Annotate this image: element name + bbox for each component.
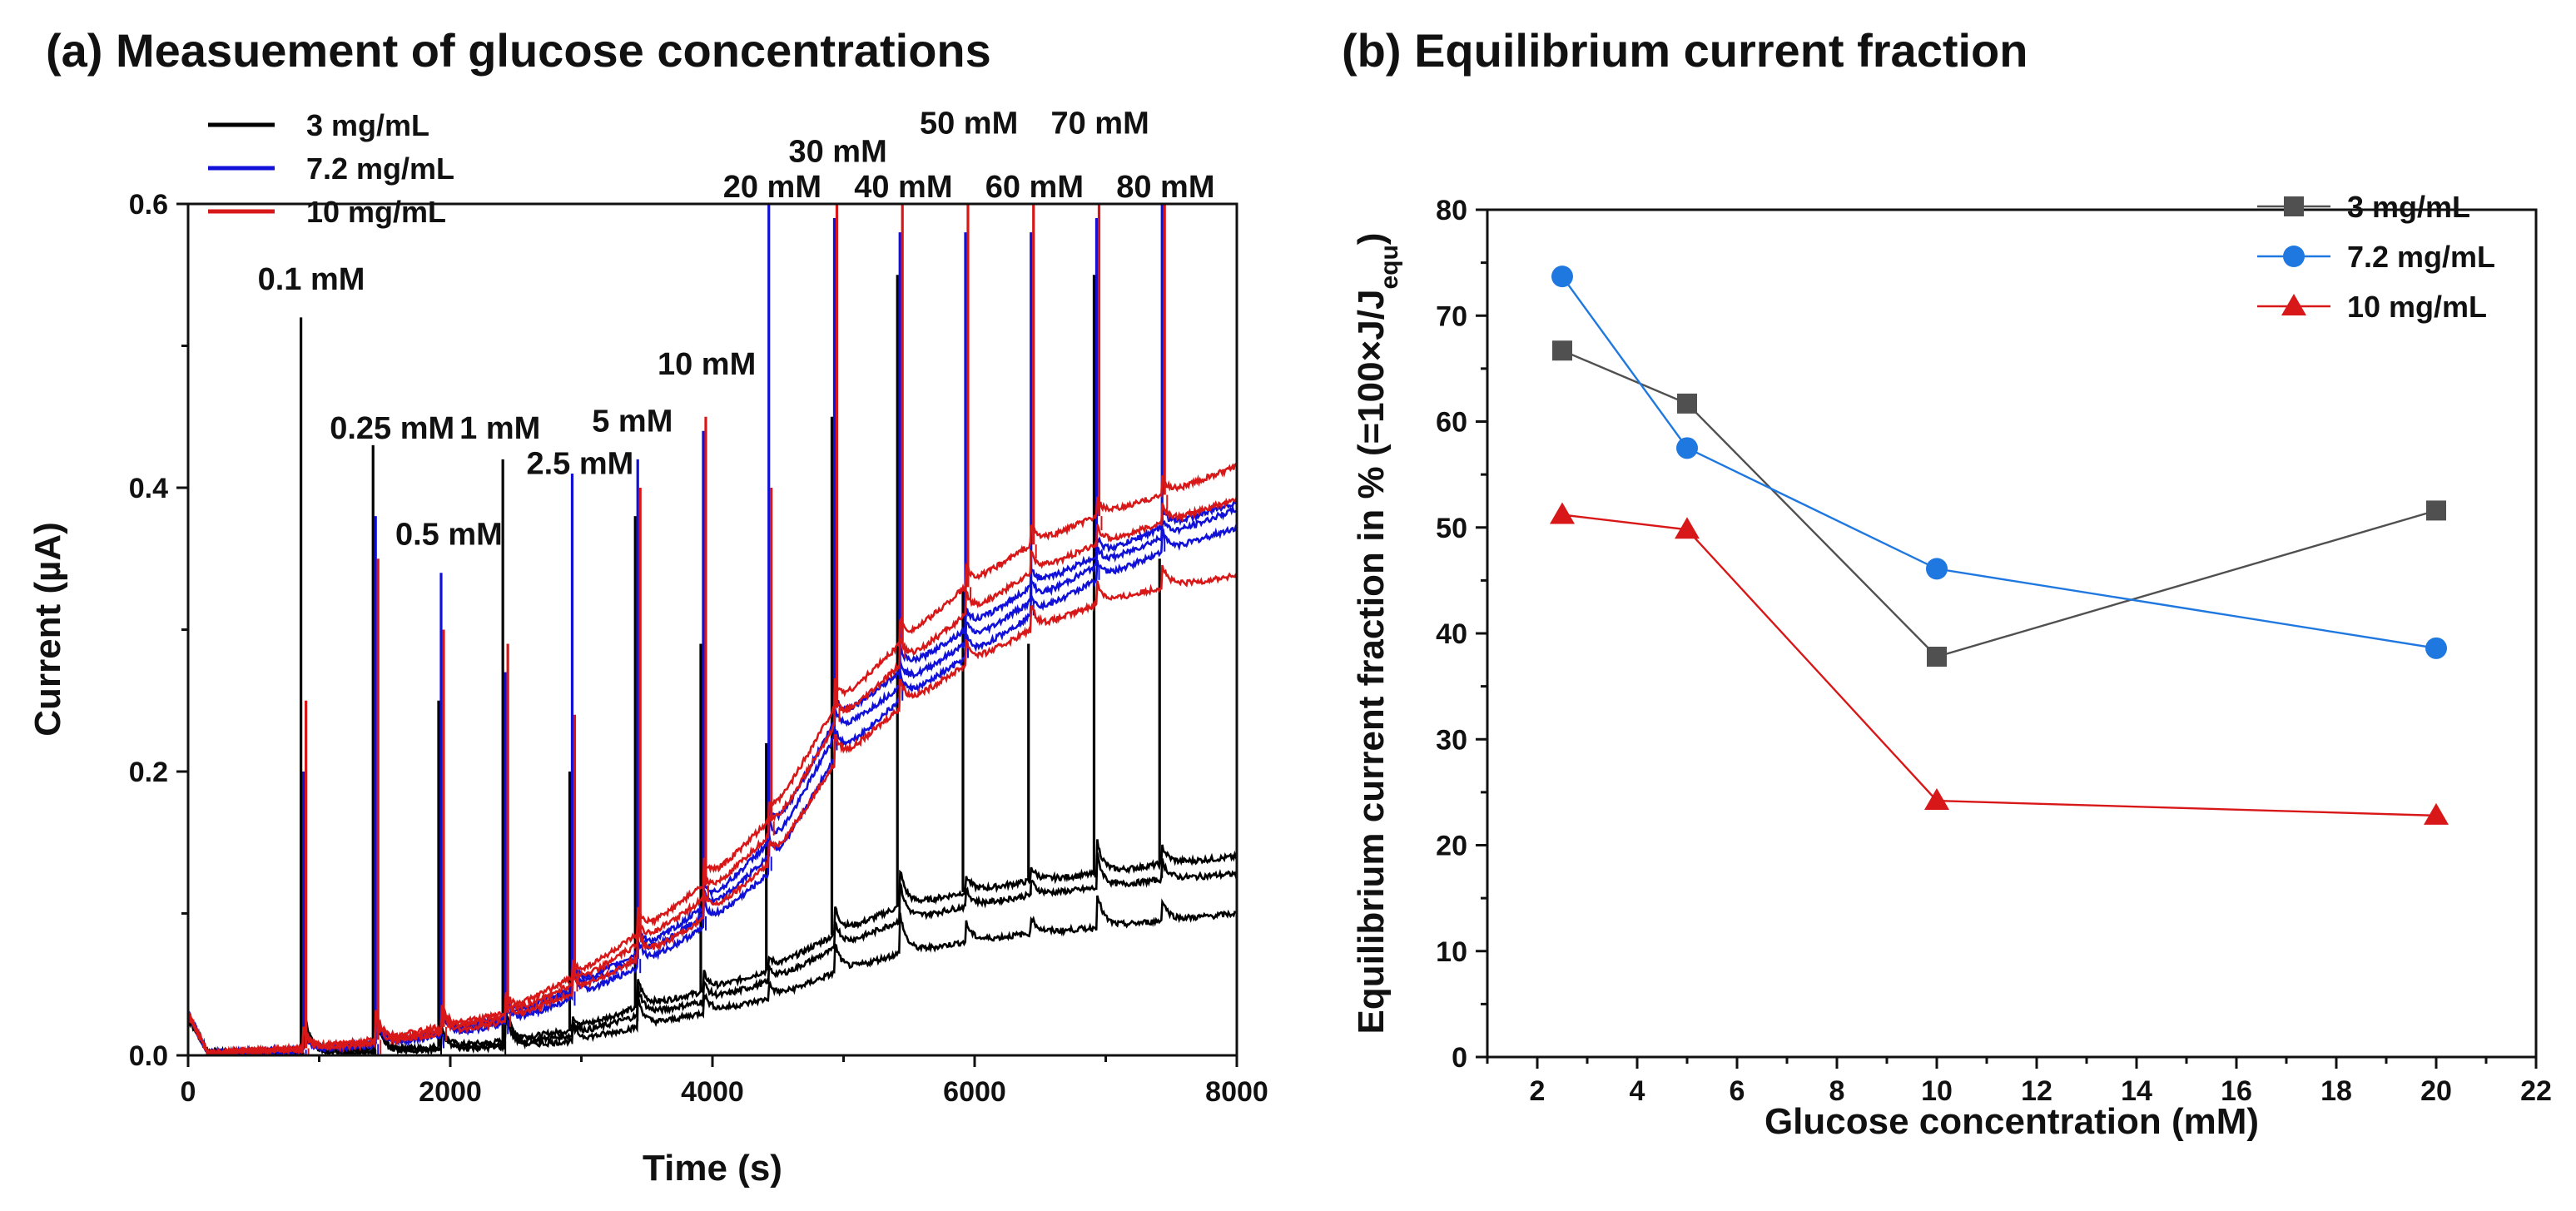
panel-a-series-line [188,839,1237,1055]
panel-a-plot-area [188,204,1237,1055]
panel-a-concentration-label: 30 mM [788,134,886,169]
panel-b-xtick-label: 18 [2320,1075,2352,1107]
panel-a-xtick-label: 4000 [681,1076,744,1108]
panel-b-ytick-label: 70 [1436,300,1467,332]
panel-a-ytick-label: 0.6 [129,189,168,221]
panel-a-concentration-label: 50 mM [920,106,1018,141]
panel-b-data-point [1677,393,1697,414]
panel-b-ytick-label: 30 [1436,724,1467,756]
panel-b-data-point [2425,637,2447,659]
panel-b-axes: 2 4 6 8 10 12 14 16 18 20 22 0 10 20 30 40 50 60 70 80 [1436,195,2552,1107]
panel-a-legend-label: 10 mg/mL [306,195,446,229]
panel-a-series-line [188,496,1237,1055]
panel-a-concentration-label: 0.5 mM [395,518,503,553]
panel-b-title: (b) Equilibrium current fraction [1342,24,2028,77]
panel-a-series-line [188,499,1237,1055]
panel-b-data-point [2424,802,2449,825]
panel-b-xtick-label: 14 [2121,1075,2152,1107]
panel-b-ytick-label: 10 [1436,936,1467,968]
panel-b-data-point [1551,266,1573,288]
panel-a-ytick-label: 0.2 [129,757,168,788]
panel-a-concentration-label: 2.5 mM [526,446,633,481]
panel-a-concentration-label: 20 mM [723,170,821,205]
panel-b-frame [1486,208,2538,1059]
panel-b-data-point [1552,340,1572,361]
panel-b-data-point [1676,437,1698,459]
panel-b-xtick-label: 22 [2520,1075,2552,1107]
panel-b-xtick-label: 16 [2221,1075,2252,1107]
panel-a-legend-label: 3 mg/mL [306,108,429,142]
panel-b-xlabel: Glucose concentration (mM) [1764,1101,2259,1142]
panel-a-concentration-label: 70 mM [1050,106,1149,141]
panel-a: (a) Measuement of glucose concentrations… [27,24,1268,1189]
panel-b-data-point [1675,517,1700,539]
panel-b-data-point [1926,558,1948,580]
panel-b-xtick-label: 2 [1530,1075,1546,1107]
panel-a-concentration-label: 0.1 mM [258,262,365,297]
panel-b-ytick-label: 0 [1452,1042,1467,1074]
panel-a-ytick-label: 0.0 [129,1040,168,1072]
panel-b-data-point [1550,502,1575,524]
panel-a-legend: 3 mg/mL 7.2 mg/mL 10 mg/mL [208,108,454,229]
panel-b-xtick-label: 6 [1730,1075,1745,1107]
panel-b-legend-label: 3 mg/mL [2347,190,2470,224]
panel-a-axes: 0 2000 4000 6000 8000 0.0 0.2 0.4 0.6 [129,189,1268,1108]
panel-a-xtick-label: 6000 [943,1076,1006,1108]
panel-b-legend-marker [2281,294,2306,315]
panel-a-xtick-label: 0 [181,1076,196,1108]
panel-b-series-line [1561,514,2437,817]
panel-b-data-point [1924,788,1949,811]
panel-a-xlabel: Time (s) [643,1148,782,1189]
panel-a-ytick-label: 0.4 [129,473,168,504]
panel-b-legend: 3 mg/mL 7.2 mg/mL 10 mg/mL [2257,190,2495,324]
panel-b-ytick-label: 50 [1436,513,1467,544]
panel-a-concentration-label: 5 mM [592,404,673,439]
panel-b-legend-marker [2283,246,2305,267]
panel-b-xtick-label: 4 [1630,1075,1645,1107]
panel-b-xtick-label: 10 [1921,1075,1953,1107]
panel-b-ytick-label: 20 [1436,831,1467,862]
panel-b-series-line [1561,275,2437,649]
panel-a-ylabel: Current (µA) [27,522,68,737]
panel-a-series-line [188,564,1237,1055]
panel-b-data-point [2426,500,2446,521]
panel-a-concentration-label: 40 mM [854,170,952,205]
panel-a-annotations: 0.1 mM 0.25 mM 0.5 mM 1 mM2.5 mM 5 mM 10 mM 20… [258,106,1215,552]
panel-a-concentration-label: 0.25 mM [330,411,454,446]
panel-b-plot-area [1550,266,2449,825]
panel-b-ytick-label: 80 [1436,195,1467,226]
panel-b: (b) Equilibrium current fraction 2 4 6 8 10 1… [1342,24,2552,1142]
panel-b-xtick-label: 20 [2420,1075,2452,1107]
panel-a-concentration-label: 60 mM [985,170,1084,205]
panel-a-title: (a) Measuement of glucose concentrations [46,24,991,77]
panel-a-concentration-label: 1 mM [459,411,540,446]
panel-b-series-line [1561,350,2437,658]
panel-b-data-point [1927,646,1947,667]
panel-b-legend-label: 10 mg/mL [2347,290,2487,324]
panel-a-concentration-label: 80 mM [1116,170,1214,205]
panel-a-legend-label: 7.2 mg/mL [306,151,454,186]
panel-b-xtick-label: 12 [2021,1075,2052,1107]
panel-b-xtick-label: 8 [1829,1075,1845,1107]
panel-b-legend-marker [2284,196,2304,216]
panel-a-series-line [188,895,1237,1055]
panel-b-ylabel: Equilibrium current fraction in % (=100×… [1351,233,1403,1035]
panel-b-ytick-label: 40 [1436,618,1467,650]
panel-a-concentration-label: 10 mM [658,347,756,382]
panel-a-series-line [188,852,1237,1055]
panel-a-series-line [188,524,1237,1055]
panel-b-legend-label: 7.2 mg/mL [2347,240,2495,274]
panel-a-xtick-label: 2000 [419,1076,482,1108]
panel-a-xtick-label: 8000 [1205,1076,1268,1108]
panel-b-ytick-label: 60 [1436,407,1467,439]
